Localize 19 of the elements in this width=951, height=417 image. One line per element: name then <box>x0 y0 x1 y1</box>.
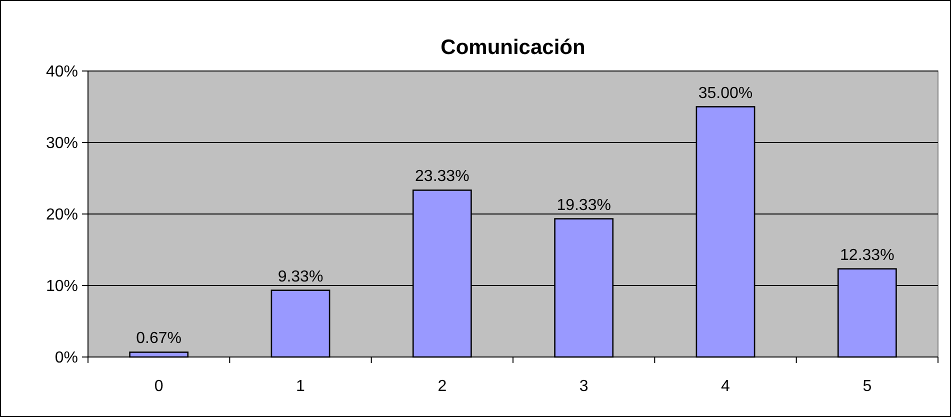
data-label: 12.33% <box>840 246 894 264</box>
bar <box>270 290 330 358</box>
data-label: 9.33% <box>278 268 324 286</box>
x-tick-label: 1 <box>296 378 306 395</box>
x-tick-label: 3 <box>579 378 588 395</box>
y-tick-label: 30% <box>46 135 78 152</box>
y-tick-label: 0% <box>54 350 78 367</box>
data-label: 35.00% <box>698 84 753 102</box>
x-tick-label: 2 <box>438 378 447 395</box>
data-label: 0.67% <box>136 330 182 348</box>
chart-title: Comunicación <box>440 36 586 59</box>
x-tick-label: 4 <box>721 378 730 395</box>
data-label: 19.33% <box>556 196 611 214</box>
data-label: 23.33% <box>415 168 470 186</box>
x-tick-label: 0 <box>154 378 164 395</box>
y-tick-label: 40% <box>46 64 78 81</box>
x-tick-label: 5 <box>862 378 872 395</box>
y-tick-label: 20% <box>46 206 78 224</box>
y-tick-label: 10% <box>46 278 78 296</box>
